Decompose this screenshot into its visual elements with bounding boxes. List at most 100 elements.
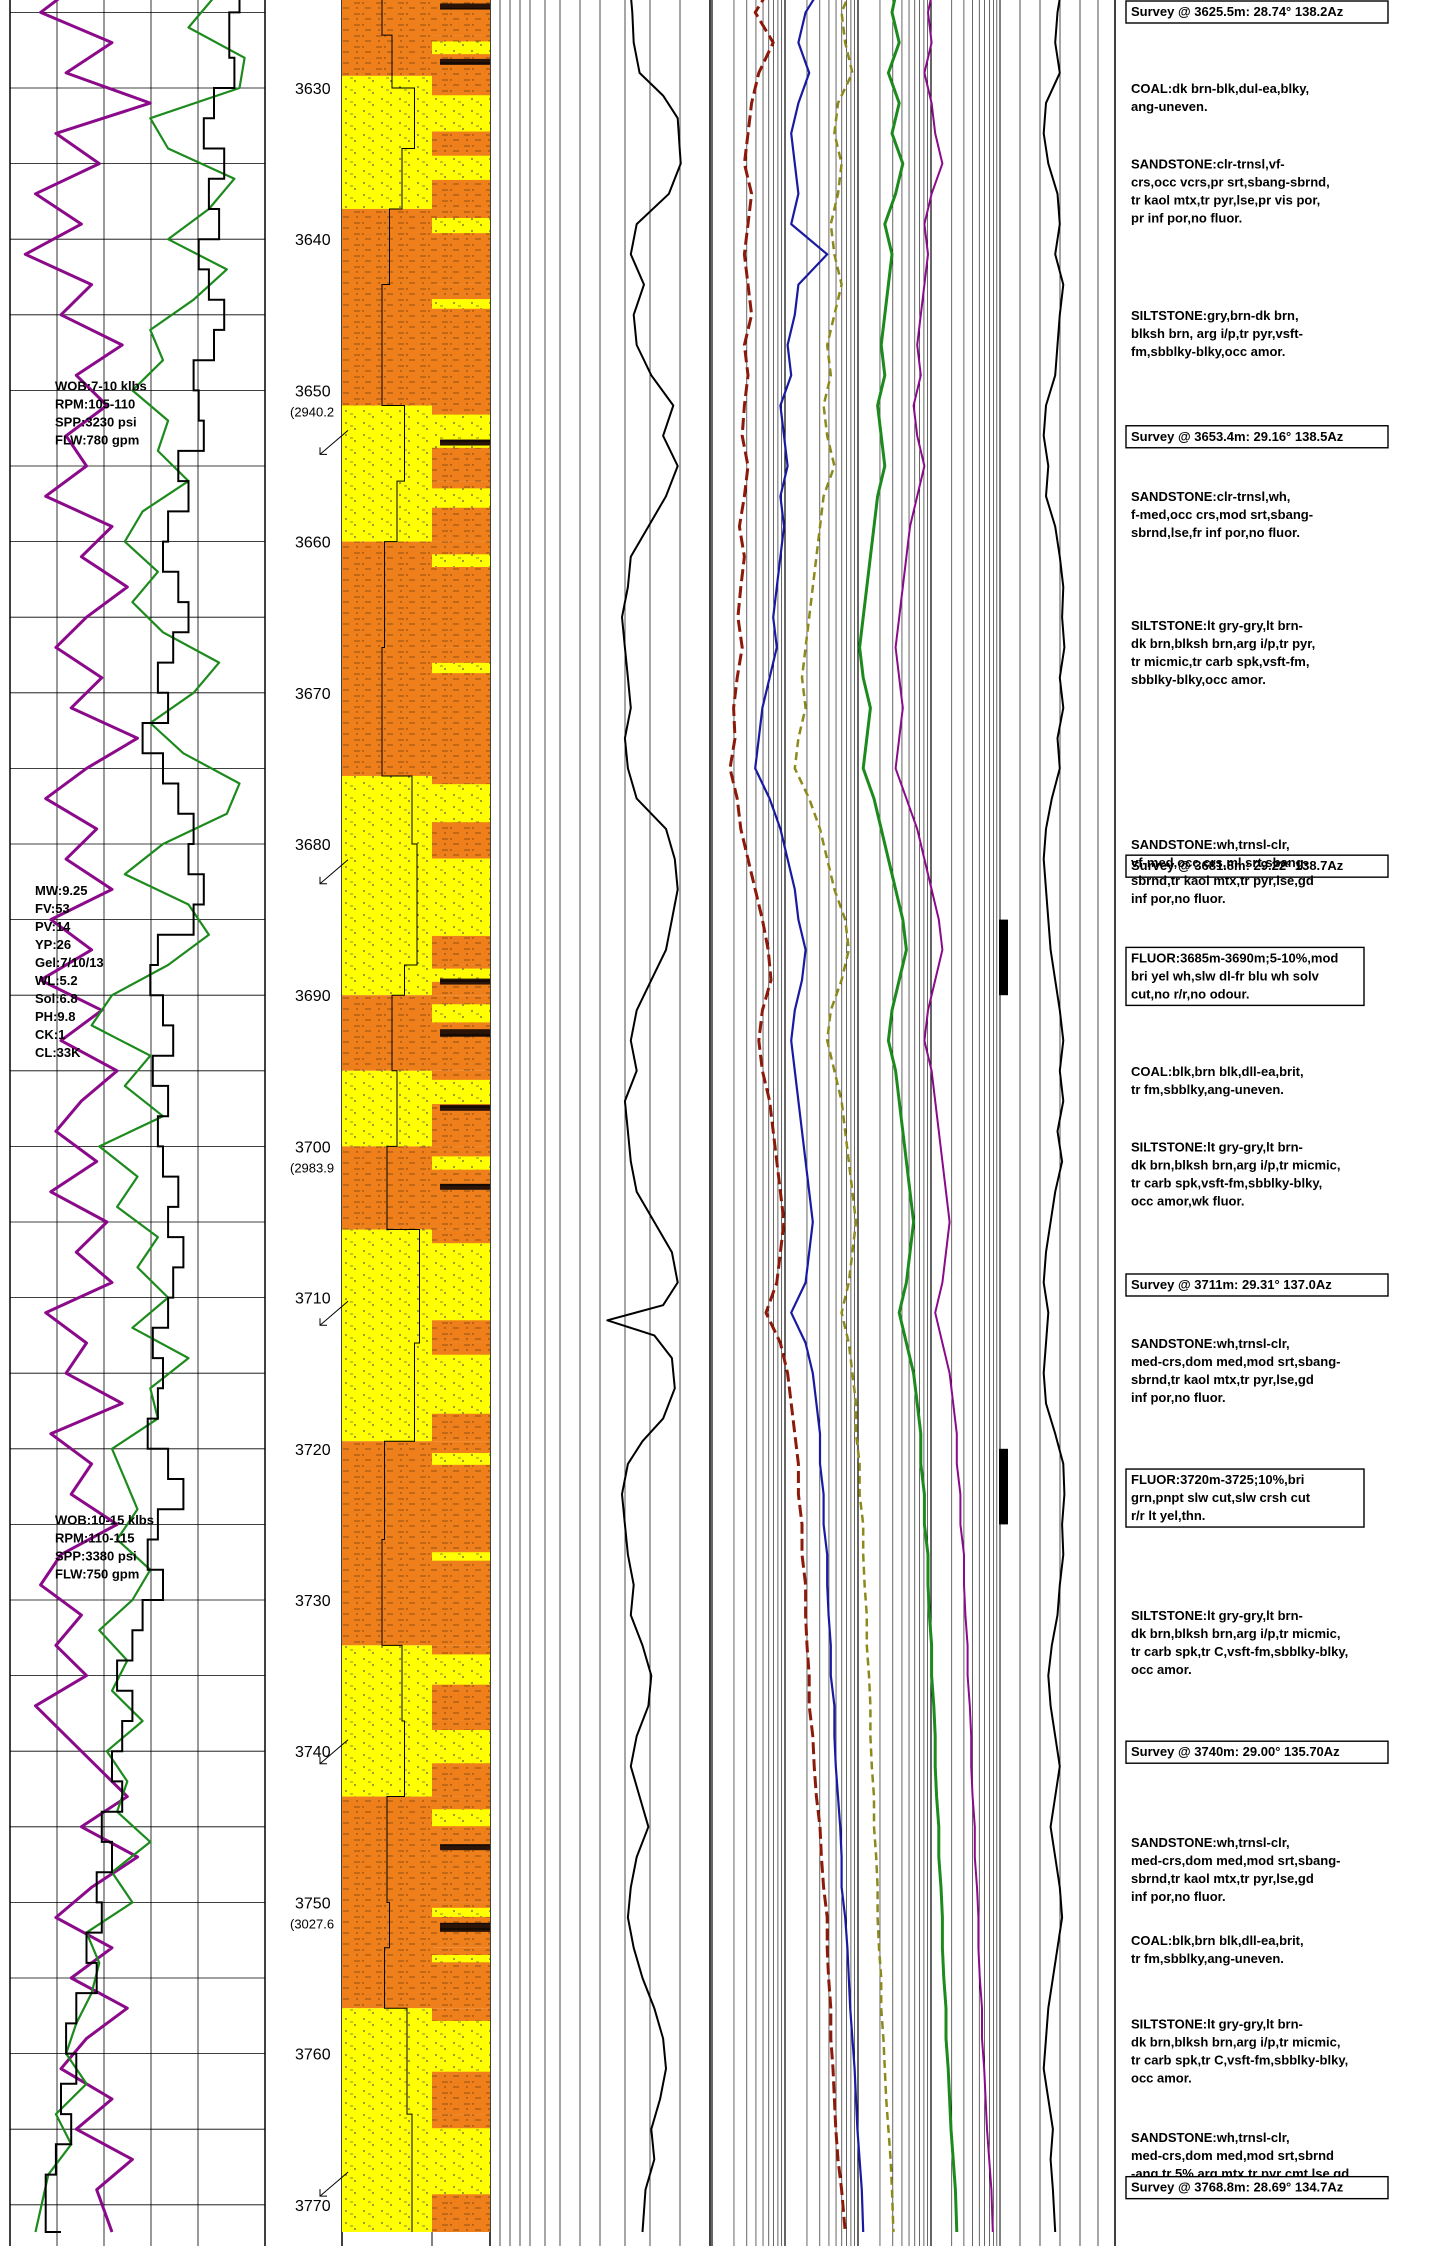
cuttings-sand xyxy=(432,1552,490,1561)
gamma-ray-curve xyxy=(606,0,682,2233)
boxed-description-line: Survey @ 3711m: 29.31° 137.0Az xyxy=(1131,1277,1332,1292)
interpreted-lithology-bed xyxy=(342,1441,432,1646)
fluorescence-bar xyxy=(999,1448,1008,1525)
lithology-description-line: sbrnd,tr kaol mtx,tr pyr,lse,gd xyxy=(1131,873,1314,888)
cuttings-sand xyxy=(432,1079,490,1105)
interpreted-lithology-bed xyxy=(342,208,432,406)
boxed-description-line: Survey @ 3625.5m: 28.74° 138.2Az xyxy=(1131,4,1344,19)
depth-label: 3760 xyxy=(295,2047,331,2064)
depth-label: 3770 xyxy=(295,2198,331,2215)
drilling-note-line: Sol:6.8 xyxy=(35,991,78,1006)
survey-arrow-head xyxy=(319,1318,327,1326)
drilling-note-line: SPP:3380 psi xyxy=(55,1549,137,1564)
tvd-label: (2983.9 xyxy=(290,1160,334,1175)
lithology-description-line: tr carb spk,tr C,vsft-fm,sbblky-blky, xyxy=(1131,1644,1348,1659)
cuttings-curve xyxy=(44,0,241,2233)
depth-label: 3650 xyxy=(295,383,331,400)
description-box xyxy=(1125,854,1389,878)
boxed-description-line: Survey @ 3653.4m: 29.16° 138.5Az xyxy=(1131,429,1344,444)
depth-label: 3710 xyxy=(295,1291,331,1308)
boxed-description-line: r/r lt yel,thn. xyxy=(1131,1508,1205,1523)
drilling-note-line: WL:5.2 xyxy=(35,973,78,988)
cuttings-sand xyxy=(432,1955,490,1963)
resistivity-medium-curve xyxy=(754,0,865,2233)
lithology-description-line: ang-uneven. xyxy=(1131,99,1208,114)
survey-arrow xyxy=(319,429,349,455)
cuttings-sand xyxy=(432,488,490,508)
fluorescence-bar xyxy=(999,919,1008,996)
cuttings-sand xyxy=(432,858,490,936)
lithology-description-line: SANDSTONE:wh,trnsl-clr, xyxy=(1131,1835,1290,1850)
drilling-note-line: FV:53 xyxy=(35,901,70,916)
survey-arrow xyxy=(319,2171,349,2197)
cuttings-sand xyxy=(432,1156,490,1170)
lithology-description-line: COAL:dk brn-blk,dul-ea,blky, xyxy=(1131,81,1309,96)
tvd-label: (2940.2 xyxy=(290,404,334,419)
lithology-boundary xyxy=(381,0,420,2233)
description-box xyxy=(1125,1740,1389,1764)
interpreted-lithology-bed xyxy=(342,2008,432,2233)
cuttings-coal xyxy=(440,1029,490,1037)
interpreted-lithology-bed xyxy=(342,75,432,209)
survey-arrow xyxy=(319,859,349,885)
grid-lines xyxy=(9,0,1116,2246)
lithology-description-line: tr kaol mtx,tr pyr,lse,pr vis por, xyxy=(1131,193,1320,208)
cuttings-coal xyxy=(440,58,490,65)
lithology-description-line: blksh brn, arg i/p,tr pyr,vsft- xyxy=(1131,326,1303,341)
description-box xyxy=(1125,2175,1389,2200)
cuttings-sand xyxy=(432,1004,490,1023)
sonic-curve xyxy=(1042,0,1066,2233)
lithology-description-line: inf por,no fluor. xyxy=(1131,1390,1226,1405)
lithology-description-line: tr fm,sbblky,ang-uneven. xyxy=(1131,1951,1284,1966)
log-curves xyxy=(23,0,1066,2233)
cuttings-sand xyxy=(432,662,490,674)
lithology-description-line: vf-med,occ crs,ml srt,sbang- xyxy=(1131,855,1308,870)
lithology-description-line: med-crs,dom med,mod srt,sbrnd xyxy=(1131,2148,1334,2163)
survey-arrow-head xyxy=(319,2189,327,2197)
cuttings-sand xyxy=(432,1243,490,1321)
interpreted-lithology-bed xyxy=(342,0,432,76)
drilling-note-line: WOB:10-15 klbs xyxy=(55,1513,154,1528)
drilling-note-line: SPP:3230 psi xyxy=(55,415,137,430)
lithology-description-line: dk brn,blksh brn,arg i/p,tr micmic, xyxy=(1131,2034,1341,2049)
drilling-note-line: Gel:7/10/13 xyxy=(35,955,104,970)
description-box xyxy=(1125,0,1389,24)
interpreted-lithology-bed xyxy=(342,995,432,1071)
depth-label: 3680 xyxy=(295,837,331,854)
lithology-description-line: dk brn,blksh brn,arg i/p,tr micmic, xyxy=(1131,1157,1341,1172)
lithology-description-line: crs,occ vcrs,pr srt,sbang-sbrnd, xyxy=(1131,175,1330,190)
lithology-description-line: dk brn,blksh brn,arg i/p,tr micmic, xyxy=(1131,1626,1341,1641)
cuttings-sand xyxy=(432,1354,490,1414)
cuttings-coal xyxy=(440,1183,490,1190)
cuttings-sand xyxy=(432,2128,490,2195)
description-box xyxy=(1125,425,1389,449)
lithology-description-line: tr fm,sbblky,ang-uneven. xyxy=(1131,1082,1284,1097)
description-box xyxy=(1125,1468,1365,1528)
drilling-note-line: RPM:105-110 xyxy=(55,397,135,412)
boxed-description-line: grn,pnpt slw cut,slw crsh cut xyxy=(1131,1490,1311,1505)
cuttings-sand xyxy=(432,1654,490,1685)
interpreted-lithology-bed xyxy=(342,1229,432,1442)
drilling-note-line: RPM:110-115 xyxy=(55,1531,135,1546)
interpreted-lithology-bed xyxy=(342,1070,432,1147)
lithology-description-line: dk brn,blksh brn,arg i/p,tr pyr, xyxy=(1131,636,1315,651)
survey-arrow xyxy=(319,1739,349,1765)
depth-label: 3720 xyxy=(295,1442,331,1459)
lithology-description-line: SILTSTONE:gry,brn-dk brn, xyxy=(1131,308,1299,323)
resistivity-shallow-curve xyxy=(793,0,895,2233)
lithology-columns xyxy=(342,0,1008,2233)
lithology-description-line: fm,sbblky-blky,occ amor. xyxy=(1131,344,1285,359)
boxed-description-line: FLUOR:3720m-3725;10%,bri xyxy=(1131,1472,1304,1487)
cuttings-coal xyxy=(440,1844,490,1851)
drilling-note-line: CK:1 xyxy=(35,1027,65,1042)
cuttings-sand xyxy=(432,784,490,823)
lithology-description-line: SANDSTONE:wh,trnsl-clr, xyxy=(1131,2130,1290,2145)
drilling-note-line: MW:9.25 xyxy=(35,883,88,898)
lithology-description-line: tr micmic,tr carb spk,vsft-fm, xyxy=(1131,654,1309,669)
boxed-description-line: Survey @ 3740m: 29.00° 135.70Az xyxy=(1131,1744,1340,1759)
cuttings-coal xyxy=(440,3,490,10)
boxed-description-line: FLUOR:3685m-3690m;5-10%,mod xyxy=(1131,950,1338,965)
resistivity-ext-curve xyxy=(894,0,994,2233)
gas-curve xyxy=(34,0,246,2233)
lithology-description-line: SILTSTONE:lt gry-gry,lt brn- xyxy=(1131,2016,1303,2031)
